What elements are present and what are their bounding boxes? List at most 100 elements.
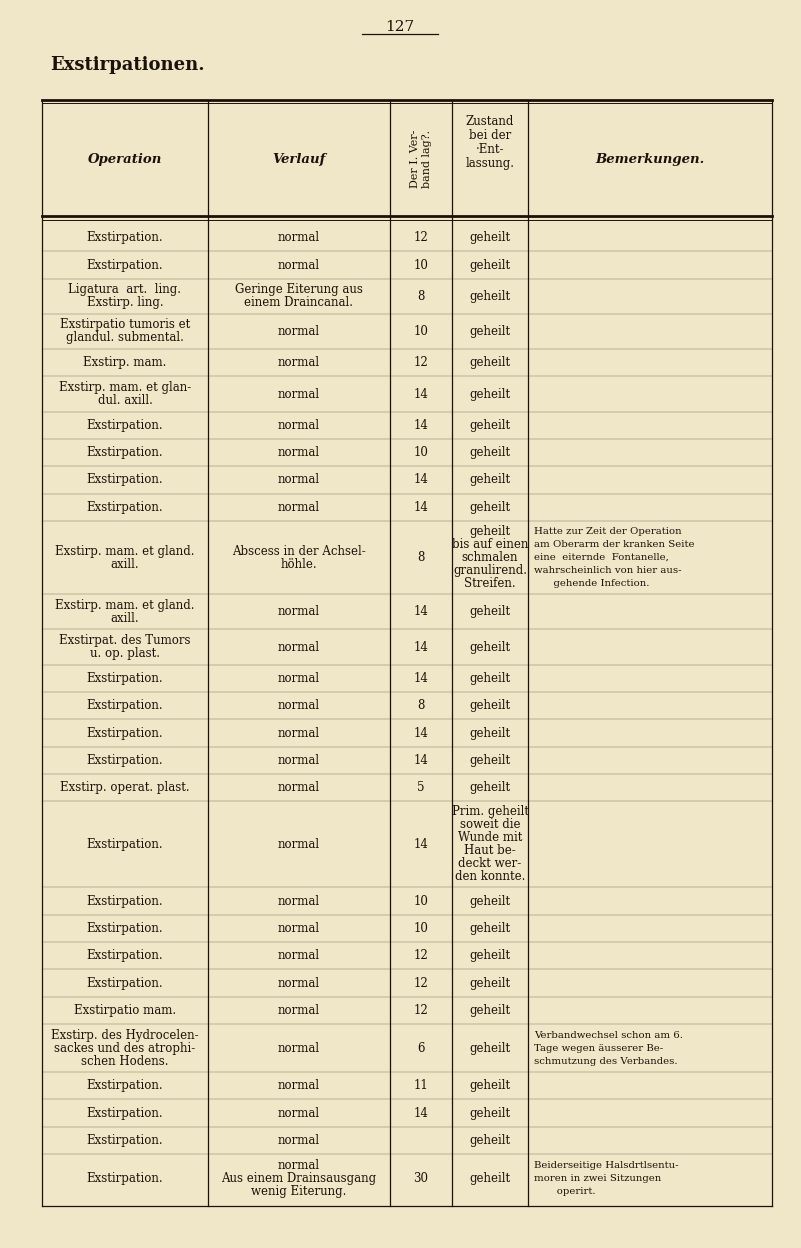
Text: normal: normal bbox=[278, 1042, 320, 1055]
Text: Exstirpation.: Exstirpation. bbox=[87, 1172, 163, 1184]
Text: Bemerkungen.: Bemerkungen. bbox=[595, 152, 705, 166]
Text: Exstirp. mam. et glan-: Exstirp. mam. et glan- bbox=[59, 381, 191, 394]
Text: normal: normal bbox=[278, 781, 320, 794]
Text: 8: 8 bbox=[417, 552, 425, 564]
Text: 14: 14 bbox=[413, 726, 429, 740]
Text: geheilt: geheilt bbox=[469, 387, 510, 401]
Text: 14: 14 bbox=[413, 1107, 429, 1119]
Text: soweit die: soweit die bbox=[460, 819, 521, 831]
Text: 127: 127 bbox=[385, 20, 415, 34]
Text: normal: normal bbox=[278, 1134, 320, 1147]
Text: Exstirp. mam.: Exstirp. mam. bbox=[83, 356, 167, 369]
Text: normal: normal bbox=[278, 605, 320, 618]
Text: gehende Infection.: gehende Infection. bbox=[534, 579, 650, 588]
Text: Exstirpation.: Exstirpation. bbox=[87, 446, 163, 459]
Text: normal: normal bbox=[278, 1003, 320, 1017]
Text: Operation: Operation bbox=[88, 152, 162, 166]
Text: granulirend.: granulirend. bbox=[453, 564, 527, 577]
Text: 10: 10 bbox=[413, 922, 429, 935]
Text: Exstirpation.: Exstirpation. bbox=[87, 895, 163, 907]
Text: normal: normal bbox=[278, 950, 320, 962]
Text: wahrscheinlich von hier aus-: wahrscheinlich von hier aus- bbox=[534, 567, 682, 575]
Text: geheilt: geheilt bbox=[469, 1003, 510, 1017]
Text: Verbandwechsel schon am 6.: Verbandwechsel schon am 6. bbox=[534, 1031, 683, 1040]
Text: Exstirpation.: Exstirpation. bbox=[87, 754, 163, 766]
Text: 14: 14 bbox=[413, 387, 429, 401]
Text: 8: 8 bbox=[417, 699, 425, 713]
Text: geheilt: geheilt bbox=[469, 895, 510, 907]
Text: geheilt: geheilt bbox=[469, 525, 510, 538]
Text: wenig Eiterung.: wenig Eiterung. bbox=[252, 1184, 347, 1198]
Text: normal: normal bbox=[278, 231, 320, 245]
Text: bis auf einen: bis auf einen bbox=[452, 538, 528, 552]
Text: axill.: axill. bbox=[111, 612, 139, 625]
Text: Exstirpatio mam.: Exstirpatio mam. bbox=[74, 1003, 176, 1017]
Text: höhle.: höhle. bbox=[280, 558, 317, 570]
Text: lassung.: lassung. bbox=[465, 157, 514, 170]
Text: 12: 12 bbox=[413, 356, 429, 369]
Text: Abscess in der Achsel-: Abscess in der Achsel- bbox=[232, 544, 366, 558]
Text: 12: 12 bbox=[413, 1003, 429, 1017]
Text: geheilt: geheilt bbox=[469, 699, 510, 713]
Text: normal: normal bbox=[278, 473, 320, 487]
Text: dul. axill.: dul. axill. bbox=[98, 394, 152, 407]
Text: normal: normal bbox=[278, 922, 320, 935]
Text: geheilt: geheilt bbox=[469, 726, 510, 740]
Text: 8: 8 bbox=[417, 290, 425, 303]
Text: Exstirpation.: Exstirpation. bbox=[87, 950, 163, 962]
Text: geheilt: geheilt bbox=[469, 754, 510, 766]
Text: 5: 5 bbox=[417, 781, 425, 794]
Text: 14: 14 bbox=[413, 837, 429, 851]
Text: 10: 10 bbox=[413, 258, 429, 272]
Text: operirt.: operirt. bbox=[534, 1187, 596, 1196]
Text: normal: normal bbox=[278, 1107, 320, 1119]
Text: 14: 14 bbox=[413, 419, 429, 432]
Text: geheilt: geheilt bbox=[469, 258, 510, 272]
Text: 10: 10 bbox=[413, 895, 429, 907]
Text: Haut be-: Haut be- bbox=[464, 845, 516, 857]
Text: Exstirpation.: Exstirpation. bbox=[87, 699, 163, 713]
Text: Exstirpation.: Exstirpation. bbox=[87, 258, 163, 272]
Text: normal: normal bbox=[278, 977, 320, 990]
Text: 14: 14 bbox=[413, 671, 429, 685]
Text: geheilt: geheilt bbox=[469, 605, 510, 618]
Text: normal: normal bbox=[278, 754, 320, 766]
Text: normal: normal bbox=[278, 446, 320, 459]
Text: 14: 14 bbox=[413, 473, 429, 487]
Text: normal: normal bbox=[278, 837, 320, 851]
Text: normal: normal bbox=[278, 324, 320, 338]
Text: Exstirpation.: Exstirpation. bbox=[87, 231, 163, 245]
Text: eine  eiternde  Fontanelle,: eine eiternde Fontanelle, bbox=[534, 553, 669, 562]
Text: sackes und des atrophi-: sackes und des atrophi- bbox=[54, 1042, 195, 1055]
Text: geheilt: geheilt bbox=[469, 1080, 510, 1092]
Text: Beiderseitige Halsdrtlsentu-: Beiderseitige Halsdrtlsentu- bbox=[534, 1161, 678, 1169]
Text: geheilt: geheilt bbox=[469, 500, 510, 514]
Text: geheilt: geheilt bbox=[469, 1107, 510, 1119]
Text: normal: normal bbox=[278, 1080, 320, 1092]
Text: geheilt: geheilt bbox=[469, 1134, 510, 1147]
Text: 30: 30 bbox=[413, 1172, 429, 1184]
Text: normal: normal bbox=[278, 726, 320, 740]
Text: Exstirpationen.: Exstirpationen. bbox=[50, 56, 204, 74]
Text: 6: 6 bbox=[417, 1042, 425, 1055]
Text: Exstirpat. des Tumors: Exstirpat. des Tumors bbox=[59, 634, 191, 646]
Text: Geringe Eiterung aus: Geringe Eiterung aus bbox=[235, 283, 363, 296]
Text: normal: normal bbox=[278, 640, 320, 654]
Text: Exstirpatio tumoris et: Exstirpatio tumoris et bbox=[60, 318, 190, 332]
Text: 14: 14 bbox=[413, 754, 429, 766]
Text: Prim. geheilt: Prim. geheilt bbox=[452, 805, 529, 819]
Text: normal: normal bbox=[278, 387, 320, 401]
Text: normal: normal bbox=[278, 699, 320, 713]
Text: geheilt: geheilt bbox=[469, 1172, 510, 1184]
Text: geheilt: geheilt bbox=[469, 922, 510, 935]
Text: normal: normal bbox=[278, 258, 320, 272]
Text: geheilt: geheilt bbox=[469, 290, 510, 303]
Text: Exstirpation.: Exstirpation. bbox=[87, 837, 163, 851]
Text: Exstirpation.: Exstirpation. bbox=[87, 1080, 163, 1092]
Text: moren in zwei Sitzungen: moren in zwei Sitzungen bbox=[534, 1173, 662, 1183]
Text: ·Ent-: ·Ent- bbox=[476, 144, 505, 156]
Text: schmalen: schmalen bbox=[461, 552, 518, 564]
Text: Exstirpation.: Exstirpation. bbox=[87, 1134, 163, 1147]
Text: geheilt: geheilt bbox=[469, 1042, 510, 1055]
Text: Zustand: Zustand bbox=[466, 115, 514, 129]
